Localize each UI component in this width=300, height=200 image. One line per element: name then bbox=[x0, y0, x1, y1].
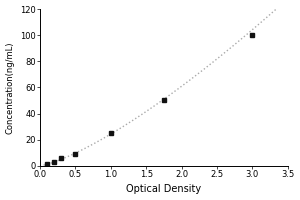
Y-axis label: Concentration(ng/mL): Concentration(ng/mL) bbox=[6, 41, 15, 134]
X-axis label: Optical Density: Optical Density bbox=[126, 184, 202, 194]
